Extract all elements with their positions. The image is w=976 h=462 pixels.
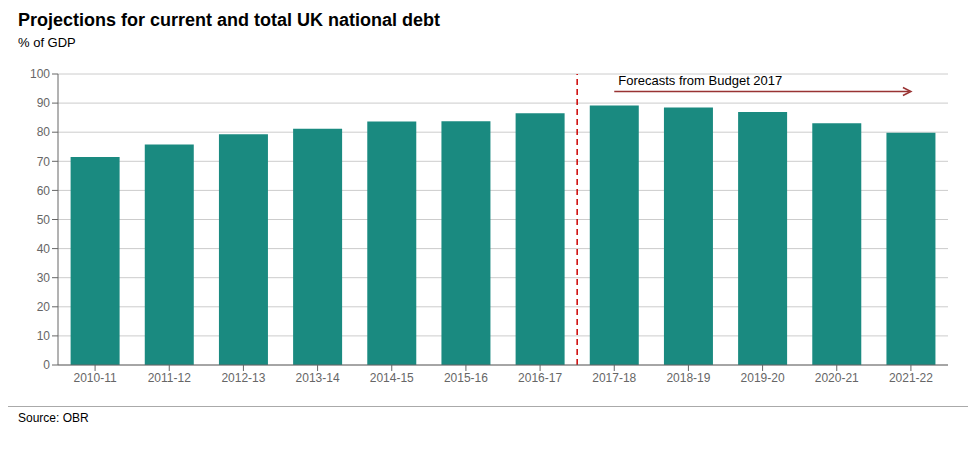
- html-text:% of GDP: % of GDP: [18, 35, 76, 50]
- svg-text:80: 80: [37, 125, 51, 139]
- svg-text:2020-21: 2020-21: [815, 371, 859, 385]
- svg-text:Forecasts from Budget 2017: Forecasts from Budget 2017: [618, 73, 782, 88]
- svg-text:20: 20: [37, 300, 51, 314]
- html-text:Source: OBR: Source: OBR: [18, 411, 89, 425]
- svg-text:30: 30: [37, 271, 51, 285]
- svg-text:0: 0: [43, 358, 50, 372]
- svg-text:2015-16: 2015-16: [444, 371, 488, 385]
- svg-text:2012-13: 2012-13: [221, 371, 265, 385]
- svg-text:70: 70: [37, 155, 51, 169]
- svg-text:2016-17: 2016-17: [518, 371, 562, 385]
- svg-text:50: 50: [37, 213, 51, 227]
- svg-text:2013-14: 2013-14: [296, 371, 340, 385]
- html-text:Projections for current and to: Projections for current and total UK nat…: [18, 10, 440, 30]
- svg-text:10: 10: [37, 329, 51, 343]
- svg-text:2010-11: 2010-11: [74, 371, 117, 385]
- svg-text:2019-20: 2019-20: [741, 371, 785, 385]
- svg-text:2011-12: 2011-12: [148, 371, 191, 385]
- svg-text:2021-22: 2021-22: [889, 371, 933, 385]
- svg-text:60: 60: [37, 184, 51, 198]
- svg-text:2018-19: 2018-19: [666, 371, 710, 385]
- svg-text:100: 100: [30, 67, 50, 81]
- svg-text:2017-18: 2017-18: [592, 371, 636, 385]
- svg-text:2014-15: 2014-15: [370, 371, 414, 385]
- svg-text:90: 90: [37, 96, 51, 110]
- svg-text:40: 40: [37, 242, 51, 256]
